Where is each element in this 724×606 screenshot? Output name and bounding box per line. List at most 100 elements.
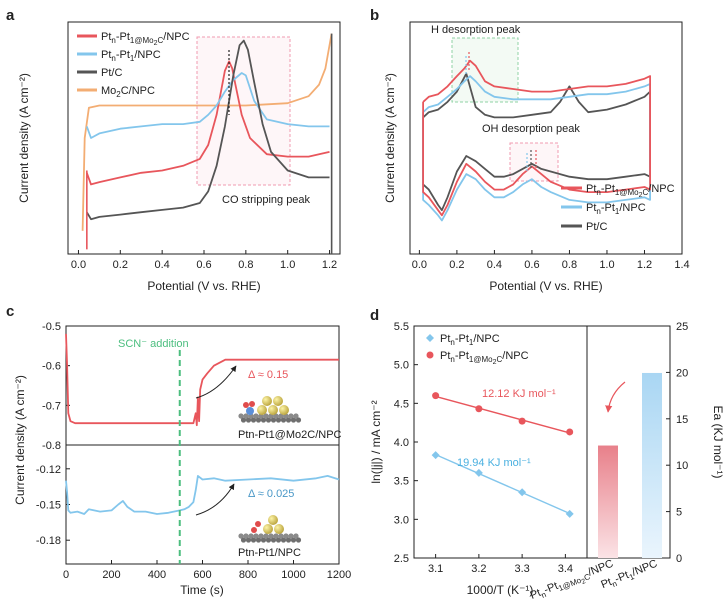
panel-d-right-y-tick-label: 20 [676, 367, 688, 379]
label-part: /NPC [502, 350, 528, 362]
surface-atom [288, 413, 294, 419]
panel-d-series [431, 392, 574, 518]
label-part: -Pt [542, 580, 560, 596]
label-part: 2 [493, 359, 497, 366]
surface-atom [258, 533, 264, 539]
label-part: /NPC [586, 558, 615, 579]
panel-c-top-catalyst-illustration [238, 396, 302, 423]
panel-c-x-tick-label: 0 [63, 569, 69, 581]
label-part: -Pt [116, 31, 130, 43]
panel-b-legend-label: Pt/C [586, 221, 607, 233]
surface-atom [238, 413, 244, 419]
panel-d-right-y-tick-label: 10 [676, 460, 688, 472]
panel-d-legend-label: Ptn-Pt1/NPC [440, 333, 500, 347]
surface-atom [278, 533, 284, 539]
panel-a-legend-label: Pt/C [101, 67, 122, 79]
label-part: n [611, 579, 619, 589]
label-part: -Pt [116, 49, 130, 61]
surface-atom [245, 417, 252, 423]
panel-c: c 0 200 400 600 800 1000 1200 -0.5 -0.6 -0.7 -0.8 -… [6, 303, 351, 597]
label-part: n [596, 207, 600, 216]
label-part: Pt [440, 350, 450, 362]
panel-c-bottom-y-tick-label: -0.18 [36, 535, 61, 547]
label-part: Mo [101, 85, 116, 97]
panel-d-fit-red: 12.12 KJ mol⁻¹ [482, 388, 556, 400]
panel-c-x-tick-label: 1000 [281, 569, 305, 581]
panel-d-fit-line-0 [435, 453, 570, 515]
panel-d-x-tick-label: 3.2 [471, 563, 486, 575]
panel-c-top-label: Ptn-Pt1@Mo2C/NPC [238, 429, 342, 441]
surface-atom [263, 413, 269, 419]
surface-atom [263, 533, 269, 539]
surface-atom [238, 533, 244, 539]
surface-atom [243, 533, 249, 539]
panel-a-line-0 [85, 60, 330, 186]
surface-atom [250, 417, 257, 423]
panel-c-series [65, 333, 340, 515]
surface-atom [248, 533, 254, 539]
label-part: C [643, 188, 649, 197]
panel-d-point-red [475, 405, 483, 413]
panel-d-right-y-tick-label: 15 [676, 414, 688, 426]
panel-c-top-y-tick-label: -0.5 [42, 321, 61, 333]
panel-c-ylabel: Current density (A cm⁻²) [13, 375, 27, 505]
panel-d-bar-1 [642, 372, 662, 558]
label-part: n [450, 338, 454, 347]
panel-a: a 0.0 0.2 0.4 0.6 0.8 1.0 1.2 Potential (V vs.… [6, 7, 341, 293]
surface-atom [290, 417, 297, 423]
surface-atom [273, 533, 279, 539]
panel-d-point-blue [518, 488, 527, 497]
panel-d-legend-marker [426, 351, 434, 359]
panel-c-top-arrow [195, 365, 237, 399]
label-part: 1@Mo [469, 355, 493, 364]
label-part: C/NPC [121, 85, 155, 97]
surface-atom [290, 537, 297, 543]
label-part: -Pt [601, 183, 615, 195]
surface-atom [255, 417, 262, 423]
panel-b-line-1 [422, 75, 651, 222]
label-part: /NPC [473, 333, 499, 345]
panel-a-legend-label: Ptn-Pt1/NPC [101, 49, 161, 63]
label-part: 2 [639, 192, 643, 199]
panel-d-left-y-tick-label: 3.0 [394, 514, 409, 526]
label-part: Pt [586, 202, 596, 214]
panel-d-ticks: 3.1 3.2 3.3 3.4 2.5 3.0 3.5 4.0 4.5 5.0 5.5 0 5 10 15 2… [394, 321, 689, 575]
panel-b-x-tick-label: 0.2 [449, 259, 464, 271]
panel-b-annotation-oh: OH desorption peak [482, 123, 580, 135]
label-part: Pt [599, 576, 613, 591]
panel-d-point-blue [431, 451, 440, 460]
surface-atom [270, 537, 277, 543]
panel-a-x-ticks: 0.0 0.2 0.4 0.6 0.8 1.0 1.2 [71, 250, 337, 271]
panel-b-x-tick-label: 0.4 [487, 259, 502, 271]
panel-c-top-y-tick-label: -0.8 [42, 440, 61, 452]
surface-atom [240, 537, 247, 543]
label-part: -Pt [455, 350, 469, 362]
panel-d-right-y-tick-label: 25 [676, 321, 688, 333]
label-part: C [158, 36, 164, 45]
surface-atom [243, 413, 249, 419]
panel-a-legend-label: Mo2C/NPC [101, 85, 155, 99]
surface-atom [285, 537, 292, 543]
panel-d-left-y-tick-label: 2.5 [394, 553, 409, 565]
label-part: 1 [615, 207, 620, 216]
label-part: /NPC [619, 202, 645, 214]
label-part: /NPC [648, 183, 674, 195]
panel-d-left-y-tick-label: 4.0 [394, 437, 409, 449]
label-part: -Pt [455, 333, 469, 345]
label-part: 1 [469, 338, 474, 347]
panel-a-letter: a [6, 7, 15, 24]
panel-c-bottom-catalyst-illustration [238, 515, 302, 543]
surface-atom [295, 417, 302, 423]
panel-c-bottom-line [65, 474, 340, 515]
surface-atom [283, 533, 289, 539]
panel-a-line-3 [81, 33, 333, 231]
label-part: 1@Mo [557, 576, 583, 593]
panel-d-left-y-tick-label: 5.5 [394, 321, 409, 333]
panel-c-bottom-arrow [195, 483, 235, 516]
surface-atom [245, 537, 252, 543]
panel-b-letter: b [370, 7, 379, 24]
surface-atom [293, 533, 299, 539]
